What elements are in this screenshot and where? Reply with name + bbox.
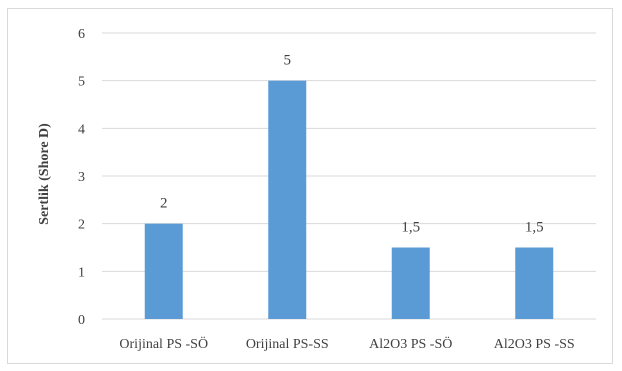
- bar: [515, 247, 554, 319]
- y-tick-label: 4: [78, 122, 85, 137]
- x-axis-ticks: Orijinal PS -SÖ Orijinal PS-SS Al2O3 PS -S…: [119, 335, 574, 352]
- y-tick-label: 0: [78, 313, 85, 328]
- x-tick-label: Al2O3 PS -SÖ: [369, 335, 452, 352]
- chart-frame: [7, 8, 613, 364]
- x-tick-label: Orijinal PS -SÖ: [119, 335, 208, 352]
- y-tick-label: 3: [78, 170, 85, 185]
- bar: [144, 223, 183, 319]
- data-label: 5: [284, 53, 292, 69]
- y-axis-ticks: 0 1 2 3 4 5 6: [78, 27, 85, 328]
- y-axis-label: Sertlik (Shore D): [37, 123, 52, 225]
- data-label: 2: [160, 196, 168, 212]
- data-label: 1,5: [401, 220, 420, 236]
- y-tick-label: 6: [78, 27, 85, 42]
- y-tick-label: 2: [78, 218, 85, 233]
- x-tick-label: Al2O3 PS -SS: [494, 337, 575, 352]
- bar: [268, 80, 307, 320]
- y-tick-label: 5: [78, 75, 85, 90]
- bar: [391, 247, 430, 319]
- gridlines: [102, 32, 596, 320]
- data-label: 1,5: [525, 220, 544, 236]
- data-labels: 2 5 1,5 1,5: [160, 53, 544, 236]
- x-tick-label: Orijinal PS-SS: [246, 337, 329, 352]
- bars: [144, 80, 554, 320]
- y-tick-label: 1: [78, 265, 85, 280]
